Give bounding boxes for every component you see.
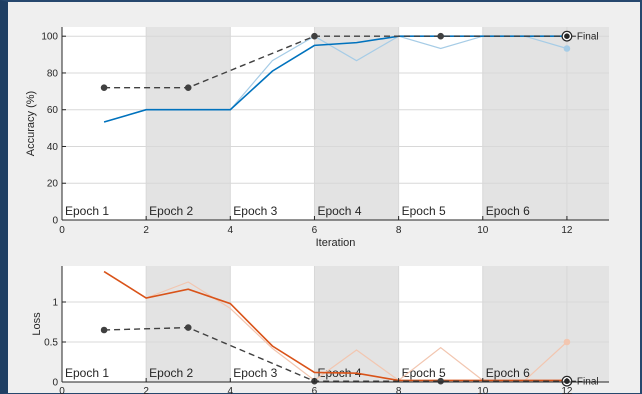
y-tick-label: 0.5 (44, 338, 58, 349)
y-tick-label: 0 (52, 216, 58, 227)
y-axis-label: Loss (31, 312, 43, 336)
x-tick-label: 6 (312, 386, 318, 394)
x-tick-label: 10 (477, 386, 489, 394)
epoch-band (398, 266, 483, 382)
epoch-band (62, 27, 147, 220)
x-tick-label: 8 (396, 386, 402, 394)
epoch-label: Epoch 6 (486, 366, 530, 380)
epoch-label: Epoch 5 (402, 204, 446, 218)
x-tick-label: 12 (561, 386, 573, 394)
epoch-label: Epoch 1 (65, 204, 109, 218)
y-tick-label: 1 (52, 298, 58, 309)
x-tick-label: 2 (143, 225, 149, 236)
x-tick-label: 4 (228, 225, 234, 236)
validation-point (100, 84, 108, 91)
final-marker-dot (564, 33, 570, 39)
epoch-band (314, 27, 399, 220)
y-tick-label: 80 (47, 68, 59, 79)
y-tick-label: 20 (47, 179, 59, 190)
x-tick-label: 10 (477, 225, 489, 236)
epoch-label: Epoch 3 (233, 366, 277, 380)
y-axis-label: Accuracy (%) (25, 91, 37, 156)
x-tick-label: 6 (312, 225, 318, 236)
epoch-band (146, 266, 231, 382)
epoch-band (482, 27, 609, 220)
epoch-label: Epoch 1 (65, 366, 109, 380)
validation-point (184, 84, 192, 91)
epoch-band (62, 266, 147, 382)
y-tick-label: 40 (47, 142, 59, 153)
final-label: Final (577, 32, 599, 43)
x-tick-label: 0 (59, 386, 65, 394)
epoch-label: Epoch 2 (149, 366, 193, 380)
loss-plot: Epoch 1 Epoch 2 Epoch 3 Epoch 4 Epoch 5 Epoch… (31, 266, 609, 394)
x-tick-label: 2 (143, 386, 149, 394)
validation-point (311, 32, 318, 40)
validation-point (100, 326, 108, 334)
epoch-label: Epoch 3 (233, 204, 277, 218)
x-tick-label: 4 (228, 386, 234, 394)
epoch-label: Epoch 2 (149, 204, 193, 218)
y-tick-label: 0 (52, 378, 58, 389)
final-raw-point (563, 338, 571, 346)
validation-point (437, 377, 444, 385)
epoch-band (146, 27, 231, 220)
x-tick-label: 8 (396, 225, 402, 236)
final-raw-point (563, 45, 571, 52)
validation-point (184, 324, 192, 331)
epoch-band (398, 27, 483, 220)
epoch-band (230, 27, 315, 220)
y-tick-label: 100 (41, 32, 58, 43)
epoch-label: Epoch 6 (486, 204, 530, 218)
accuracy-plot: Epoch 1 Epoch 2 Epoch 3 Epoch 4 Epoch 5 Epoch… (25, 27, 609, 249)
epoch-band (482, 266, 609, 382)
x-axis-label: Iteration (316, 237, 356, 249)
x-tick-label: 12 (561, 225, 573, 236)
y-tick-label: 60 (47, 105, 59, 116)
smoothed-series-line (103, 270, 567, 382)
epoch-label: Epoch 4 (317, 204, 361, 218)
x-tick-label: 0 (59, 225, 65, 236)
validation-point (437, 32, 444, 40)
epoch-band (314, 266, 399, 382)
